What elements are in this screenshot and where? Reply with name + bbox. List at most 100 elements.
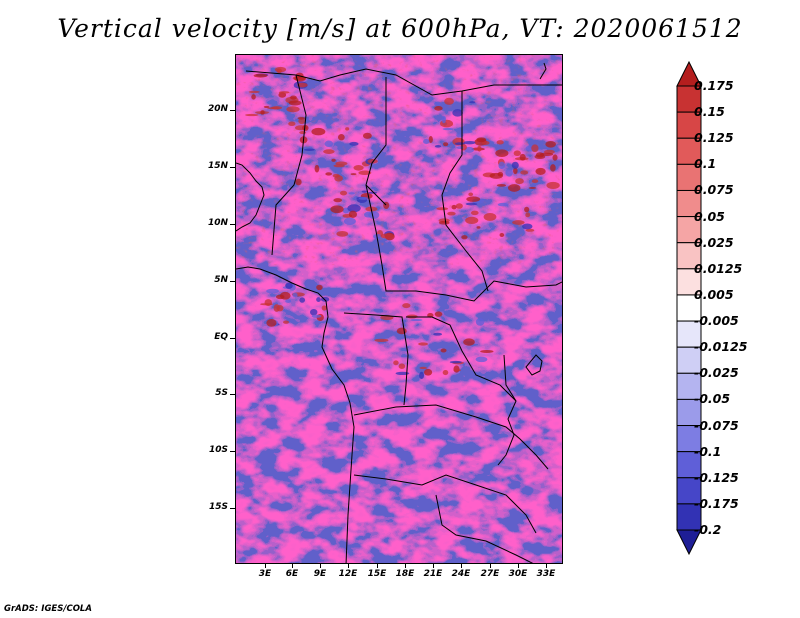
colorbar-value-label: 0.005 [694,286,734,302]
subsidence-cell [449,360,462,364]
uplift-cell [528,186,537,189]
uplift-cell [442,369,449,376]
colorbar-value-label: -0.05 [694,391,731,407]
uplift-cell [535,167,546,175]
uplift-cell [260,110,265,115]
colorbar-value-label: -0.005 [694,313,739,329]
uplift-cell [253,73,268,78]
colorbar-value-label: -0.075 [694,417,739,433]
uplift-cell [311,127,326,136]
subsidence-cell [368,211,380,219]
longitude-tick-label: 24E [451,569,471,579]
subsidence-cell [434,145,442,148]
uplift-cell [447,211,456,216]
map-title: Vertical velocity [m/s] at 600hPa, VT: 2… [57,14,743,43]
longitude-tick-label: 15E [367,569,387,579]
uplift-cell [398,363,406,369]
uplift-cell [406,314,418,319]
subsidence-cell [285,282,293,289]
colorbar-swatch [676,294,702,322]
colorbar-swatch [676,85,702,113]
uplift-cell [496,140,504,145]
subsidence-cell [460,129,473,134]
uplift-cell [316,284,323,291]
vertical-velocity-field [236,55,562,563]
latitude-tick-label: 10S [208,445,228,455]
uplift-cell [519,153,526,161]
uplift-cell [434,311,443,317]
uplift-cell [418,342,429,346]
uplift-cell [550,164,556,172]
uplift-cell [302,124,309,132]
colorbar-swatch [676,320,702,348]
uplift-cell [299,131,307,135]
uplift-cell [468,192,474,197]
uplift-cell [331,158,336,162]
subsidence-cell [358,196,369,200]
uplift-cell [333,198,343,203]
latitude-tick-label: EQ [214,332,228,342]
uplift-cell [453,365,460,373]
uplift-cell [428,135,433,144]
colorbar-swatches [676,60,702,556]
uplift-cell [297,116,306,120]
uplift-cell [520,170,529,175]
uplift-cell [248,90,260,94]
uplift-cell [362,132,372,139]
subsidence-cell [442,127,454,131]
latitude-tick-label: 20N [207,104,228,114]
uplift-cell [466,196,481,202]
uplift-cell [552,154,558,161]
longitude-tick-label: 27E [480,569,500,579]
uplift-cell [513,150,521,157]
longitude-tick-label: 18E [395,569,415,579]
uplift-cell [263,105,270,109]
country-border [353,404,549,470]
uplift-cell [345,127,350,131]
latitude-tick-mark [230,281,235,282]
uplift-cell [267,107,280,110]
subsidence-cell [464,146,475,153]
uplift-cell [524,206,530,213]
colorbar-swatch [676,216,702,244]
country-border [353,474,537,534]
grads-credit: GrADS: IGES/COLA [4,604,92,614]
subsidence-cell [347,204,361,213]
colorbar-swatch [676,425,702,453]
longitude-tick-mark [320,563,321,568]
colorbar-swatch [676,189,702,218]
colorbar-value-label: -0.2 [694,522,722,537]
uplift-cell [489,172,503,179]
subsidence-cell [497,202,509,207]
subsidence-cell [505,168,513,177]
subsidence-cell [373,234,382,239]
subsidence-cell [441,115,446,124]
uplift-cell [380,233,394,239]
colorbar-value-label: -0.0125 [694,339,748,355]
colorbar-value-label: 0.0125 [694,260,743,276]
uplift-cell [455,203,463,209]
uplift-cell [434,106,443,111]
colorbar-swatch [676,477,702,505]
latitude-tick-mark [230,394,235,395]
lake-outline [539,62,547,80]
uplift-cell [367,159,378,164]
subsidence-cell [469,101,476,104]
colorbar-value-label: 0.1 [694,156,717,172]
uplift-cell [396,327,407,335]
uplift-cell [461,235,468,240]
uplift-cell [513,167,518,175]
colorbar-value-label: -0.1 [694,443,722,459]
uplift-cell [276,305,284,312]
uplift-cell [534,154,546,160]
latitude-tick-mark [230,451,235,452]
longitude-tick-mark [348,563,349,568]
uplift-cell [419,366,428,370]
country-border [441,91,489,292]
longitude-tick-label: 33E [536,569,556,579]
longitude-tick-mark [461,563,462,568]
uplift-cell [438,220,450,225]
colorbar-value-label: -0.125 [694,469,739,485]
longitude-tick-mark [546,563,547,568]
uplift-cell [512,220,525,225]
